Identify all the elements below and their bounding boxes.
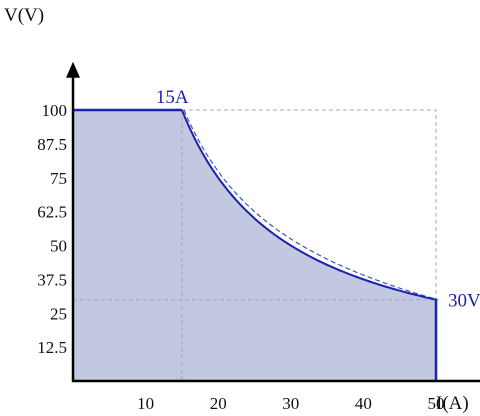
x-axis-title: I(A)	[436, 393, 469, 414]
annotation-label: 15A	[156, 87, 189, 108]
x-tick-label: 10	[137, 394, 154, 413]
annotation-label: 30V	[448, 291, 480, 312]
x-tick-label: 20	[210, 394, 227, 413]
x-tick-label: 40	[355, 394, 372, 413]
y-tick-label: 87.5	[37, 135, 67, 154]
x-tick-label: 30	[282, 394, 299, 413]
annotations: 15A 30V	[156, 87, 480, 312]
constant-power-curve	[180, 109, 437, 301]
y-tick-label: 100	[42, 101, 68, 120]
tick-labels: 12.52537.55062.57587.5100102030405060708…	[37, 101, 445, 413]
y-tick-label: 50	[50, 237, 67, 256]
operating-region-fill	[73, 110, 436, 381]
x-tick-label: 50	[428, 394, 445, 413]
y-tick-label: 62.5	[37, 203, 67, 222]
y-tick-label: 37.5	[37, 270, 67, 289]
y-tick-label: 75	[50, 169, 67, 188]
plot-area	[73, 108, 439, 381]
y-tick-label: 12.5	[37, 338, 67, 357]
y-axis-title: V(V)	[4, 5, 44, 26]
y-tick-label: 25	[50, 304, 67, 323]
axes	[66, 61, 480, 383]
guide-box-outline	[181, 109, 437, 300]
y-axis-arrow	[66, 61, 80, 78]
